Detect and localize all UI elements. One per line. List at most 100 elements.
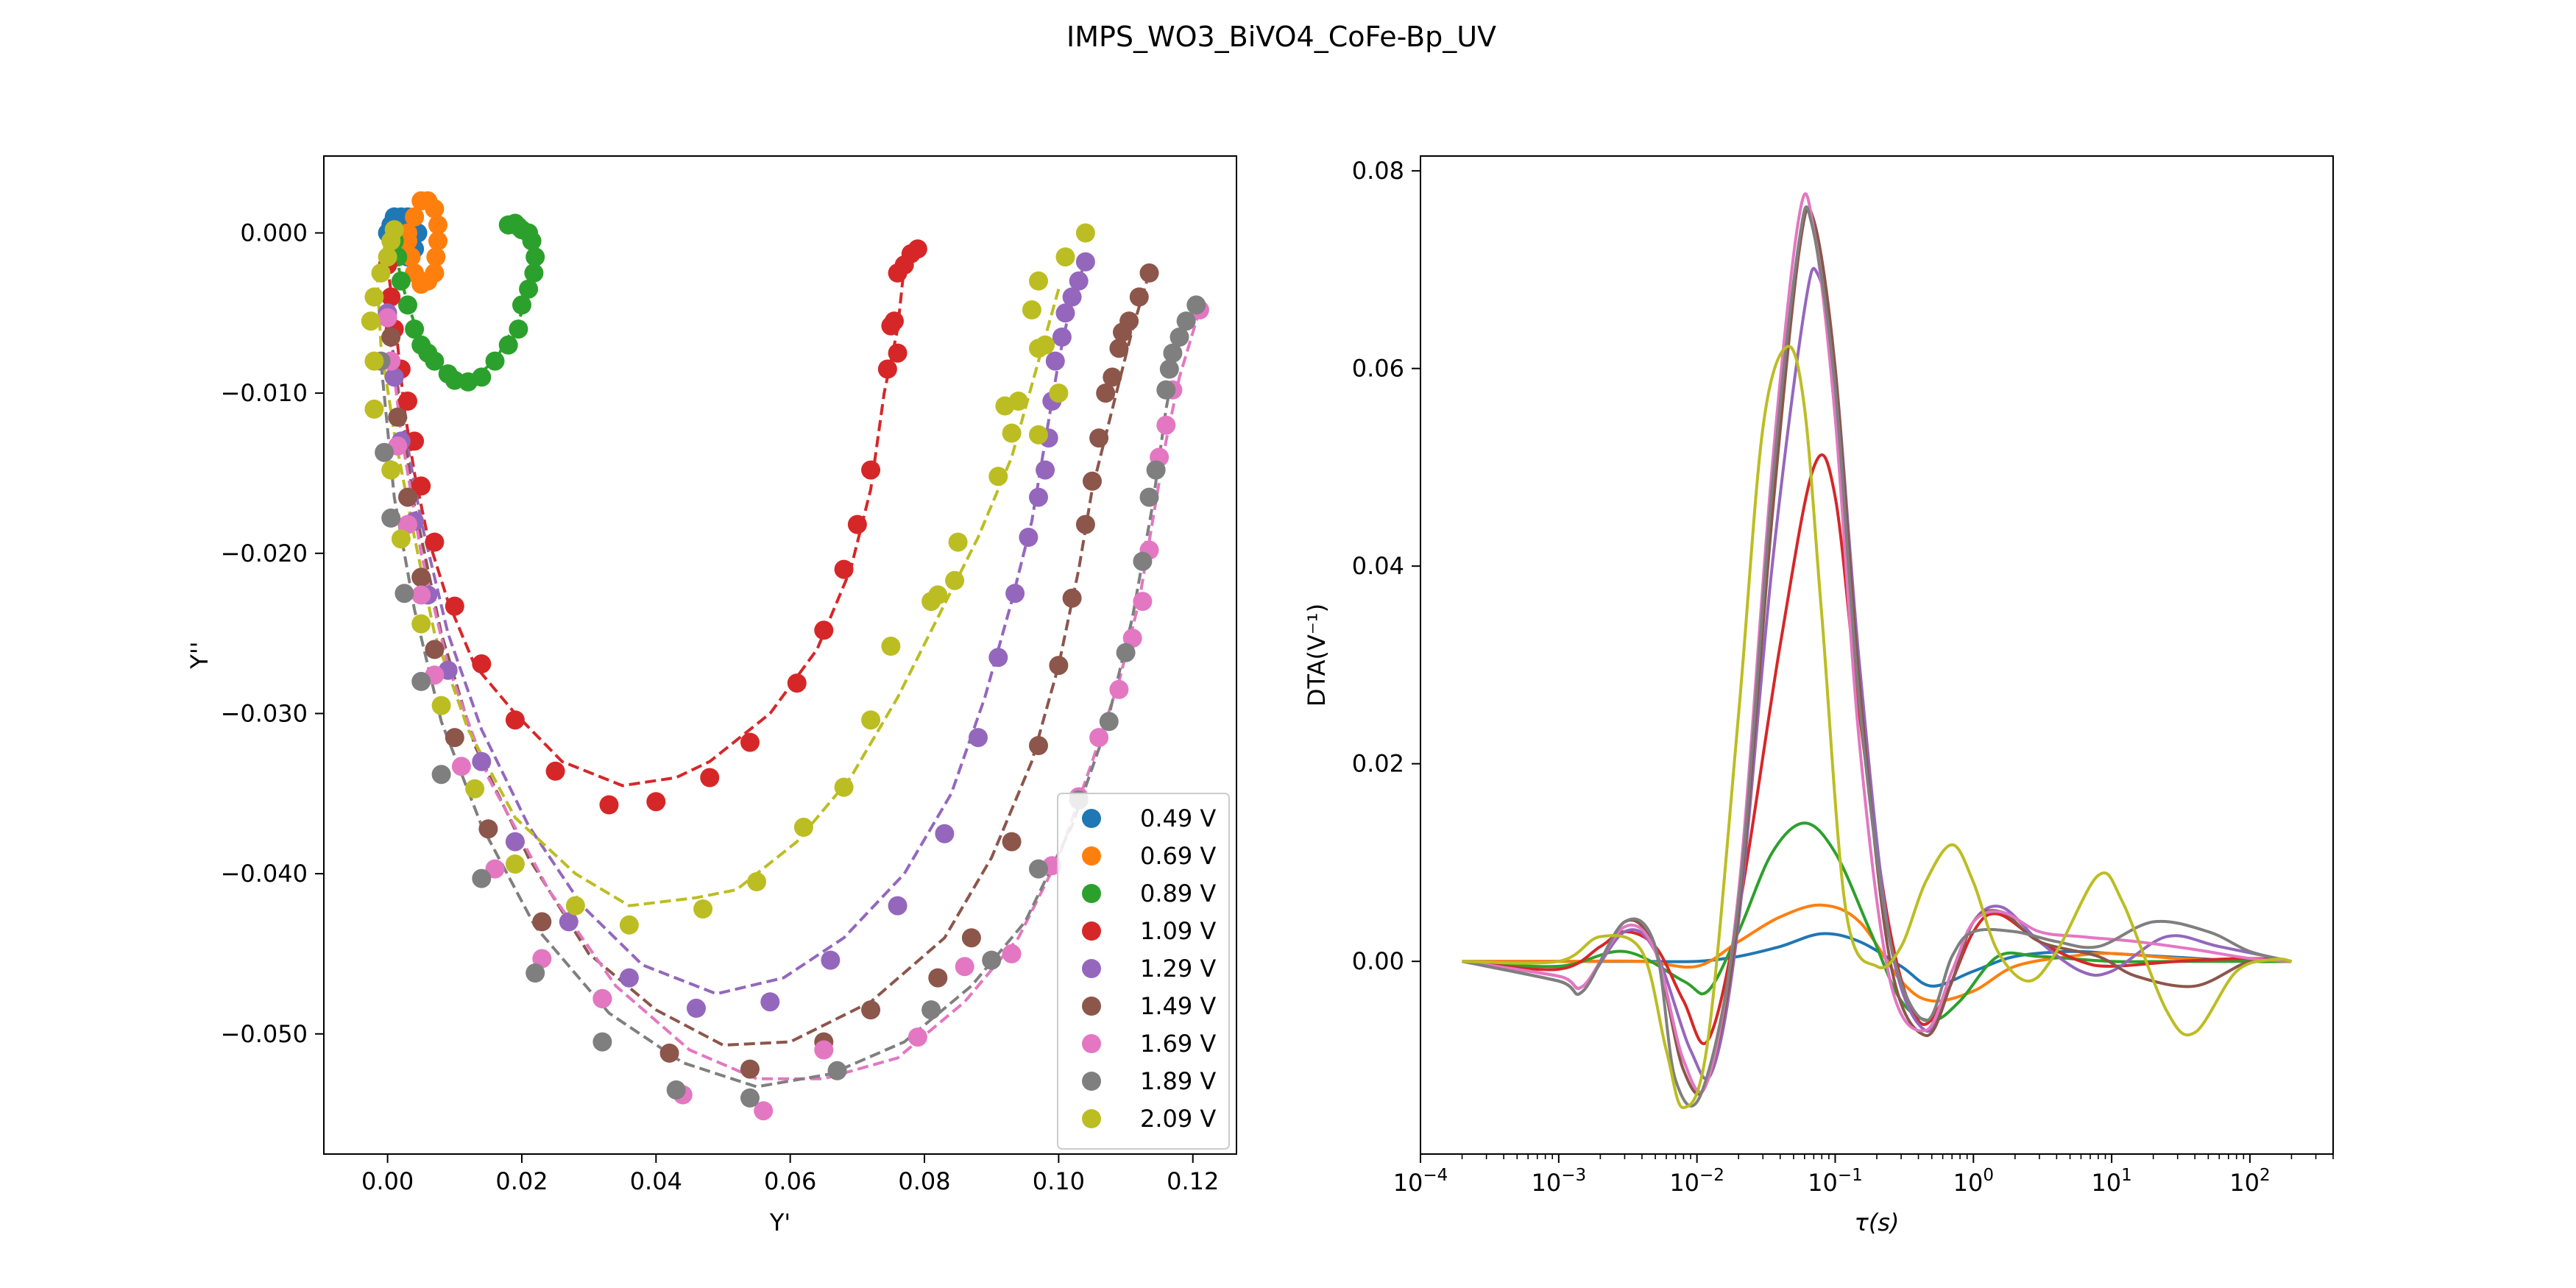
legend-marker [1082,1109,1101,1128]
data-point [509,319,528,339]
dta-ticks: 10−4 10−3 10−2 10−1 100 101 102 0.00 0.02 0.04 0.0… [1352,157,2334,1197]
dta-series-line [1462,344,2292,1109]
data-point [485,859,505,879]
data-point [888,343,907,363]
data-point [485,351,505,371]
nyquist-data-points [361,191,1209,1121]
data-point [398,514,417,534]
data-point [834,559,854,579]
data-point [1029,425,1048,445]
data-point [1055,247,1075,267]
x-tick-label: 0.00 [361,1167,414,1195]
data-point [881,637,901,656]
data-point [1113,322,1132,342]
legend-marker [1082,809,1101,828]
data-point [1029,859,1048,879]
x-tick-label: 101 [2091,1166,2131,1197]
y-tick-label: 0.000 [240,219,308,247]
data-point [431,696,451,715]
data-point [1170,328,1189,347]
data-point [478,819,498,839]
data-point [1055,303,1075,323]
data-point [687,998,706,1018]
x-tick-label: 102 [2229,1166,2270,1197]
data-point [472,868,492,888]
y-tick-label: 0.00 [1352,947,1404,975]
data-point [1156,415,1176,435]
data-point [505,832,525,852]
data-point [693,899,713,919]
data-point [384,220,404,240]
data-point [1096,383,1116,403]
data-point [995,396,1015,416]
dta-series-line [1462,453,2292,1045]
data-point [425,532,445,552]
data-point [472,654,492,673]
legend-marker [1082,997,1101,1016]
legend-label: 1.49 V [1140,992,1216,1020]
data-point [921,592,941,612]
data-point [700,768,720,788]
data-point [1163,343,1183,363]
data-point [411,335,431,355]
fit-line [386,247,919,788]
data-point [754,1101,774,1121]
data-point [381,508,401,528]
data-point [592,1032,612,1052]
data-point [1156,380,1176,400]
data-point [378,308,397,328]
data-point [405,431,425,451]
data-point [747,872,767,891]
data-point [411,585,431,605]
data-point [394,584,414,604]
y-tick-label: 0.02 [1352,750,1404,778]
data-point [740,732,760,752]
data-point [847,514,867,534]
data-point [472,751,492,771]
data-point [1036,460,1055,480]
data-point [505,710,525,730]
legend-label: 1.09 V [1140,917,1216,945]
y-tick-label: −0.050 [221,1020,308,1048]
data-point [1139,263,1159,283]
data-point [445,728,464,748]
legend-marker [1082,959,1101,978]
legend-marker [1082,921,1101,941]
data-point [428,215,447,235]
data-point [391,529,411,549]
data-point [451,757,471,776]
data-point [740,1059,760,1079]
data-point [1089,728,1109,748]
data-point [955,957,974,977]
data-point [411,476,431,496]
nyquist-ticks: 0.00 0.02 0.04 0.06 0.08 0.10 0.12 0.000 −0.010 −… [221,219,1220,1195]
data-point [1002,423,1022,443]
legend-marker [1082,1034,1101,1053]
data-point [1002,832,1022,852]
data-point [1075,514,1095,534]
data-point [381,287,401,307]
data-point [1049,656,1069,676]
data-point [861,1000,881,1020]
data-point [1133,592,1153,612]
data-point [988,648,1008,668]
data-point [619,968,639,988]
legend-box [1057,793,1230,1150]
data-point [405,319,425,339]
data-point [814,620,834,640]
data-point [426,247,446,267]
legend-label: 0.49 V [1140,804,1216,832]
data-point [861,710,881,730]
dta-series-lines [1462,192,2292,1109]
data-point [512,295,531,315]
legend-label: 1.69 V [1140,1030,1216,1058]
x-tick-label: 0.04 [630,1167,682,1195]
data-point [948,532,968,552]
data-point [411,614,431,634]
data-point [760,992,780,1012]
data-point [411,671,431,691]
fit-line [389,272,1151,1047]
data-point [465,779,485,799]
data-point [519,279,539,299]
